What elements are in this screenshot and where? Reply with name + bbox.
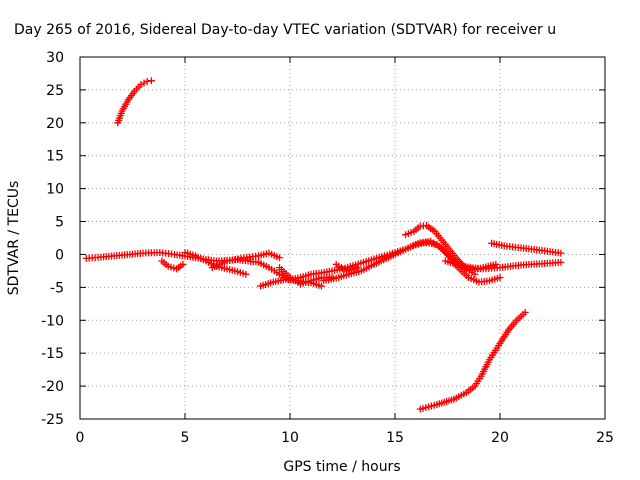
x-tick-label: 5 [181,430,190,446]
data-point [557,249,565,257]
plot-frame [79,56,606,420]
data-series [332,260,361,275]
data-point [521,308,529,316]
data-point [318,282,325,290]
x-tick-label: 15 [386,430,404,446]
x-tick-label: 10 [281,430,299,446]
data-series [158,257,187,273]
y-tick-label: 20 [46,116,64,132]
y-tick-label: -20 [41,379,64,395]
data-point [242,270,250,278]
data-series [441,257,565,273]
y-tick-label: -10 [41,313,64,329]
data-series [320,239,504,286]
data-point [496,273,504,281]
data-marker [140,79,148,87]
y-tick-label: 15 [46,149,64,165]
data-series [114,77,155,127]
chart-title: Day 265 of 2016, Sidereal Day-to-day VTE… [14,22,556,38]
x-tick-label: 25 [596,430,614,446]
y-tick-label: -15 [41,346,64,362]
y-tick-label: 30 [46,50,64,66]
data-point [471,270,479,278]
x-tick-label: 20 [491,430,509,446]
data-point [179,260,187,268]
data-point [353,264,361,272]
data-point [143,77,151,85]
axis-ticks: 0 5 10 15 20 25 -25 -20 -15 -10 -5 0 5 10 15 20 25 30 [41,50,614,446]
y-tick-label: 5 [55,215,64,231]
data-series [416,308,529,413]
data-point [557,258,565,266]
x-tick-label: 0 [76,430,85,446]
data-series [208,249,283,272]
y-tick-label: -25 [41,412,64,428]
y-tick-label: 10 [46,182,64,198]
y-axis-label: SDTVAR / TECUs [6,181,22,296]
y-tick-label: -5 [50,280,64,296]
x-axis-label: GPS time / hours [283,459,400,475]
grid [80,57,605,419]
y-tick-label: 25 [46,83,64,99]
data-series [488,239,565,257]
y-tick-label: 0 [55,247,64,263]
data-point [147,77,155,85]
data-point [492,260,500,268]
data-point [276,254,283,262]
data-points [82,77,565,413]
data-point [137,81,145,89]
